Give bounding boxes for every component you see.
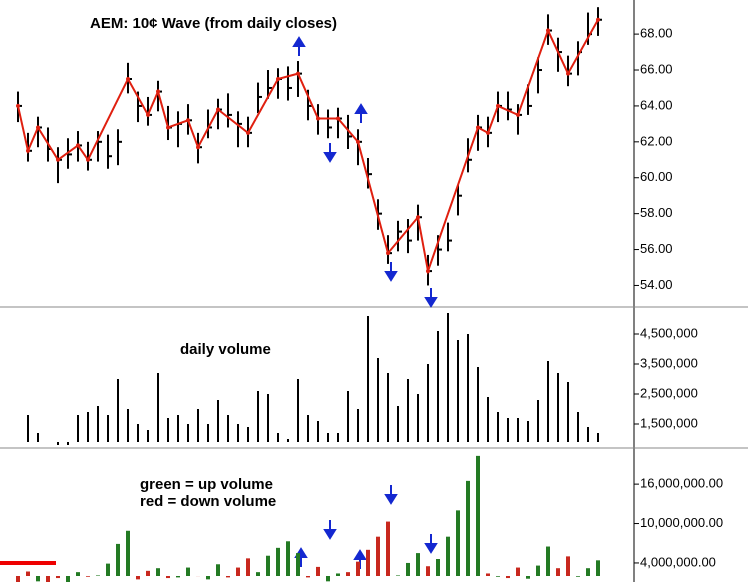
wave-point: [596, 17, 600, 22]
y-tick-label: 2,500,000: [640, 385, 698, 400]
wave-point: [216, 107, 220, 112]
marks: 54.00 56.00 58.00 60.00 62.00 64.00 66.00 68.00…: [16, 7, 723, 582]
y-tick-label: 16,000,000.00: [640, 476, 723, 491]
annotation: daily volume: [180, 341, 271, 358]
wave-point: [16, 103, 20, 108]
up-arrow: [292, 36, 306, 56]
wave-point: [386, 251, 390, 256]
y-tick-label: 54.00: [640, 277, 673, 292]
annotation: green = up volume: [140, 476, 273, 493]
down-arrow: [384, 262, 398, 282]
wave-point: [546, 28, 550, 33]
wave-point: [486, 130, 490, 135]
down-arrow: [323, 143, 337, 163]
wave-point: [166, 125, 170, 130]
y-tick-label: 64.00: [640, 97, 673, 112]
wave-arrows: [292, 36, 438, 569]
wave-point: [36, 125, 40, 130]
chart-title: AEM: 10¢ Wave (from daily closes): [90, 15, 337, 32]
wave-point: [126, 76, 130, 81]
y-tick-label: 62.00: [640, 133, 673, 148]
wave-point: [516, 112, 520, 117]
y-tick-label: 68.00: [640, 26, 673, 41]
wave-point: [426, 269, 430, 274]
wave-point: [196, 145, 200, 150]
wave-point: [86, 157, 90, 162]
wave-point: [156, 89, 160, 94]
y-tick-label: 3,500,000: [640, 355, 698, 370]
wave-point: [246, 130, 250, 135]
y-tick-label: 58.00: [640, 205, 673, 220]
wave-point: [276, 76, 280, 81]
up-arrow: [354, 103, 368, 123]
y-tick-label: 60.00: [640, 169, 673, 184]
down-arrow: [384, 485, 398, 505]
wave-point: [76, 143, 80, 148]
wave-point: [336, 116, 340, 121]
y-tick-label: 4,000,000.00: [640, 554, 716, 569]
y-tick-label: 1,500,000: [640, 415, 698, 430]
wave-point: [186, 118, 190, 123]
annotation: red = down volume: [140, 493, 276, 510]
y-tick-label: 4,500,000: [640, 325, 698, 340]
wave-point: [146, 112, 150, 117]
wave-point: [356, 139, 360, 144]
wave-point: [496, 103, 500, 108]
down-arrow: [424, 534, 438, 554]
wave-point: [416, 215, 420, 220]
y-tick-label: 10,000,000.00: [640, 515, 723, 530]
wave-point: [476, 125, 480, 130]
down-arrow: [424, 288, 438, 308]
down-arrow: [323, 520, 337, 540]
wave-point: [566, 71, 570, 76]
wave-point: [56, 157, 60, 162]
y-tick-label: 66.00: [640, 61, 673, 76]
y-tick-label: 56.00: [640, 241, 673, 256]
wave-point: [316, 116, 320, 121]
wave-point: [296, 71, 300, 76]
progress-bar: [0, 561, 56, 565]
wave-point: [26, 148, 30, 153]
